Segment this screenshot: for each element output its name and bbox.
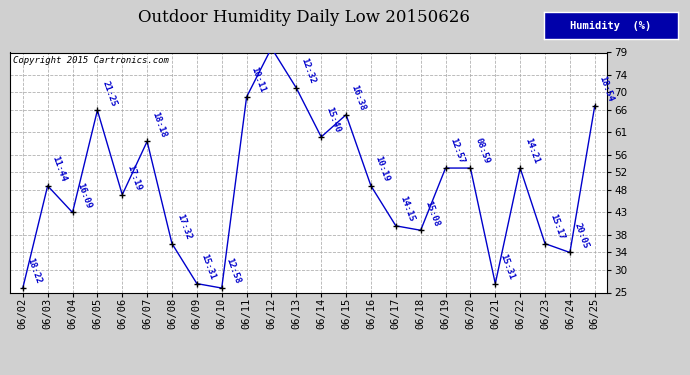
- Text: 20:05: 20:05: [573, 221, 591, 250]
- Text: 18:22: 18:22: [26, 257, 43, 285]
- Text: 10:19: 10:19: [374, 155, 391, 183]
- Text: 08:59: 08:59: [473, 137, 491, 165]
- Text: 17:32: 17:32: [175, 213, 193, 241]
- Text: 15:08: 15:08: [424, 199, 441, 228]
- Text: 12:58: 12:58: [224, 257, 242, 285]
- Text: Humidity  (%): Humidity (%): [571, 21, 651, 31]
- Text: 16:19: 16:19: [0, 374, 1, 375]
- Text: 14:15: 14:15: [399, 195, 416, 223]
- Text: 10:11: 10:11: [249, 66, 267, 94]
- Text: 18:18: 18:18: [150, 110, 168, 139]
- Text: Outdoor Humidity Daily Low 20150626: Outdoor Humidity Daily Low 20150626: [138, 9, 469, 26]
- Text: 15:31: 15:31: [498, 252, 515, 281]
- Text: 14:21: 14:21: [523, 137, 540, 165]
- Text: 15:31: 15:31: [199, 252, 217, 281]
- Text: 16:09: 16:09: [75, 182, 93, 210]
- Text: 11:44: 11:44: [50, 155, 68, 183]
- Text: 15:40: 15:40: [324, 106, 342, 134]
- Text: 12:57: 12:57: [448, 137, 466, 165]
- Text: 12:32: 12:32: [299, 57, 317, 85]
- Text: 16:38: 16:38: [349, 84, 366, 112]
- Text: Copyright 2015 Cartronics.com: Copyright 2015 Cartronics.com: [13, 56, 169, 65]
- Text: 17:19: 17:19: [125, 164, 143, 192]
- Text: 15:17: 15:17: [548, 213, 565, 241]
- Text: 21:25: 21:25: [100, 79, 118, 108]
- Text: 18:54: 18:54: [598, 75, 615, 103]
